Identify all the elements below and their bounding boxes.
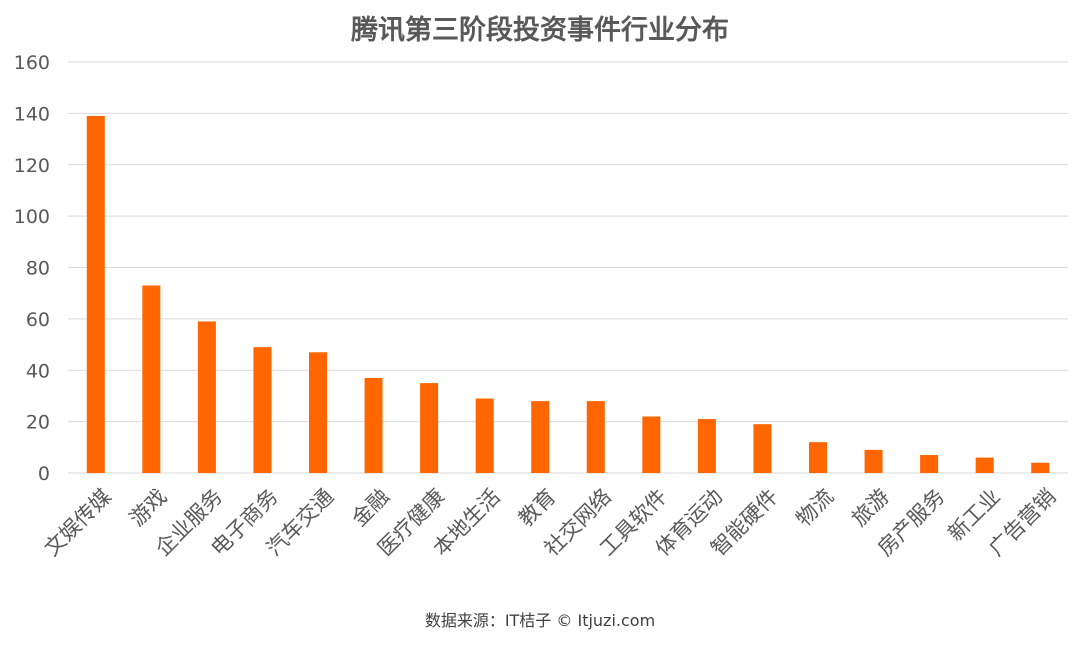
bar [475,398,494,473]
x-tick-label: 物流 [792,484,839,531]
bar [975,457,994,473]
bar [253,347,272,473]
bar [753,424,772,473]
bar [142,285,161,473]
bar [920,455,939,473]
bar [86,115,105,473]
y-tick-label: 120 [14,155,50,177]
y-tick-label: 80 [26,258,50,280]
bar [586,401,605,473]
source-note: 数据来源：IT桔子 © Itjuzi.com [424,611,656,630]
bar [364,377,383,473]
y-tick-label: 40 [26,360,50,382]
bar [309,352,327,473]
x-tick-label: 金融 [347,484,394,531]
x-tick-label: 教育 [514,484,561,531]
y-tick-label: 60 [26,309,50,331]
bar [1031,462,1050,473]
bar [809,442,827,473]
y-axis-ticks: 0 20 40 60 80 100 120 140 160 [14,52,50,485]
bar-chart: 0 20 40 60 80 100 120 140 160 文娱传媒 游戏企业服务电子商务汽车交通… [14,52,1068,561]
bar [531,401,550,473]
x-tick-label: 文娱传媒 [40,484,116,560]
y-tick-label: 140 [14,103,50,125]
bars [86,115,1050,473]
x-tick-label: 游戏 [125,484,172,531]
bar [420,383,439,473]
x-tick-label: 旅游 [847,484,894,531]
bar [197,321,216,473]
y-tick-label: 0 [38,463,50,485]
bar [697,419,716,473]
bar [864,449,883,473]
chart-title: 腾讯第三阶段投资事件行业分布 [351,15,729,46]
y-tick-label: 160 [14,52,50,74]
y-tick-label: 100 [14,206,50,228]
gridlines [68,61,1068,474]
bar [642,416,661,473]
y-tick-label: 20 [26,412,50,434]
